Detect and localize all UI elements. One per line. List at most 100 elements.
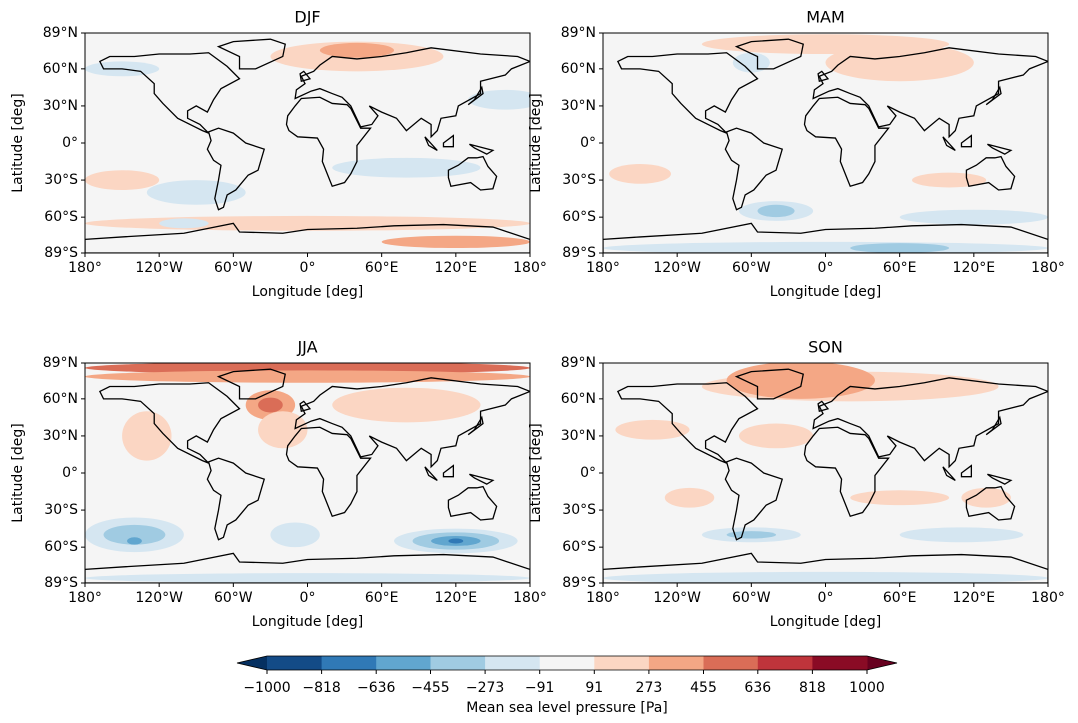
x-tick-label: 180° <box>1031 260 1065 276</box>
coastline <box>965 155 1016 191</box>
coastline <box>424 136 438 151</box>
coastline <box>469 473 495 485</box>
panel-title: JJA <box>296 338 317 357</box>
y-tick-label: 60°S <box>44 209 78 225</box>
y-tick-label: 89°N <box>561 25 596 41</box>
colorbar-segment <box>648 656 704 670</box>
pressure-anomaly <box>664 487 715 508</box>
coastline <box>616 382 759 464</box>
pressure-anomaly <box>757 204 795 218</box>
pressure-anomaly <box>961 487 1011 508</box>
colorbar-segment <box>812 656 868 670</box>
y-axis-label: Latitude [deg] <box>10 423 26 522</box>
pressure-anomaly <box>270 522 320 548</box>
coastline <box>85 552 530 583</box>
pressure-anomaly <box>468 89 530 110</box>
pressure-anomaly <box>609 164 671 184</box>
y-tick-label: 60°S <box>562 539 596 555</box>
coastline <box>216 38 286 70</box>
colorbar-segment <box>430 656 486 670</box>
colorbar-tick-label: −636 <box>357 680 396 696</box>
y-tick-label: 30°N <box>561 98 596 114</box>
coastline <box>469 143 495 155</box>
pressure-anomaly <box>615 419 690 440</box>
pressure-anomaly <box>448 538 464 544</box>
x-tick-label: 60°W <box>732 260 771 276</box>
coastline <box>987 473 1013 485</box>
y-tick-label: 89°N <box>561 355 596 371</box>
colorbar-tick-label: 818 <box>799 680 826 696</box>
coastline <box>285 96 372 188</box>
pressure-anomaly <box>603 571 1048 583</box>
x-tick-label: 120°W <box>135 590 183 606</box>
x-tick-label: 0° <box>818 590 834 606</box>
coastline <box>299 400 312 413</box>
coastline <box>98 52 241 134</box>
pressure-anomaly <box>701 34 950 55</box>
x-tick-label: 180° <box>513 590 547 606</box>
x-axis-label: Longitude [deg] <box>252 284 363 300</box>
coastline <box>942 466 956 481</box>
coastline <box>812 47 1048 139</box>
y-tick-label: 30°N <box>43 428 78 444</box>
colorbar-tick-label: 91 <box>585 680 603 696</box>
map-panel <box>603 363 1048 583</box>
coastline <box>812 377 1048 469</box>
y-tick-label: 30°S <box>562 502 596 518</box>
y-tick-label: 60°S <box>44 539 78 555</box>
x-tick-label: 120°E <box>435 590 478 606</box>
coastline <box>942 136 956 151</box>
coastline <box>206 457 266 541</box>
map-panel <box>85 363 530 583</box>
colorbar-tick-label: 455 <box>690 680 717 696</box>
colorbar-segment <box>376 656 431 670</box>
coastline <box>442 134 455 148</box>
colorbar-extend-high <box>867 656 897 670</box>
coastline <box>603 552 1048 583</box>
coastline <box>285 426 372 518</box>
coastline <box>616 52 759 134</box>
pressure-anomaly <box>332 387 481 423</box>
x-axis-label: Longitude [deg] <box>770 614 881 630</box>
colorbar-tick-label: 273 <box>636 680 663 696</box>
x-tick-label: 60°W <box>214 590 253 606</box>
colorbar-tick-label: −455 <box>411 680 449 696</box>
map-panel <box>603 33 1048 253</box>
x-tick-label: 120°W <box>653 260 701 276</box>
coastline <box>817 400 830 413</box>
x-tick-label: 60°W <box>732 590 771 606</box>
x-tick-label: 60°E <box>365 590 399 606</box>
colorbar-extend-low <box>237 656 267 670</box>
coastline <box>734 38 804 70</box>
coastline <box>960 134 973 148</box>
y-tick-label: 89°N <box>43 355 78 371</box>
pressure-anomaly <box>103 524 166 545</box>
coastline <box>98 382 241 464</box>
y-tick-label: 30°N <box>43 98 78 114</box>
coastline <box>206 127 266 211</box>
coastline <box>803 96 890 188</box>
x-axis-label: Longitude [deg] <box>770 284 881 300</box>
pressure-anomaly <box>738 423 814 449</box>
coastline <box>985 415 1002 436</box>
pressure-anomaly <box>732 52 770 73</box>
pressure-anomaly <box>85 170 160 190</box>
y-tick-label: 89°N <box>43 25 78 41</box>
y-tick-label: 89°S <box>562 575 596 591</box>
x-tick-label: 60°W <box>214 260 253 276</box>
colorbar-segment <box>539 656 595 670</box>
y-tick-label: 0° <box>580 465 596 481</box>
coastline <box>216 368 286 400</box>
coastline <box>985 85 1002 106</box>
y-tick-label: 30°S <box>44 172 78 188</box>
coastline <box>294 377 530 469</box>
coastline <box>724 457 784 541</box>
y-tick-label: 30°N <box>561 428 596 444</box>
x-tick-label: 60°E <box>365 260 399 276</box>
coastline <box>442 464 455 478</box>
x-tick-label: 180° <box>586 590 620 606</box>
coastline <box>965 485 1016 521</box>
x-tick-label: 60°E <box>883 590 917 606</box>
pressure-anomaly <box>726 531 777 539</box>
